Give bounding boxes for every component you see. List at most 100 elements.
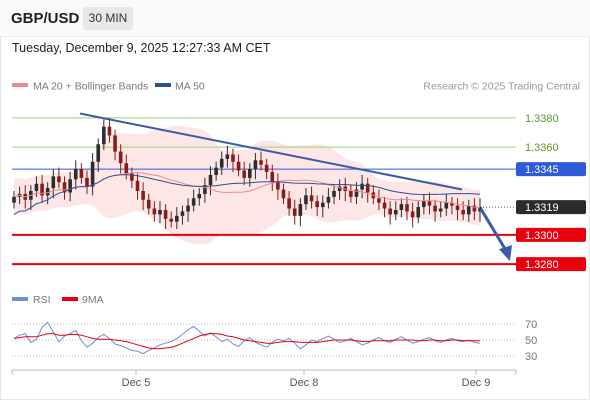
candle-body xyxy=(337,186,342,191)
candle-body xyxy=(79,169,84,178)
x-tick-label: Dec 5 xyxy=(122,377,151,389)
candle-body xyxy=(466,205,471,215)
candle-body xyxy=(248,169,252,178)
candle-body xyxy=(405,204,409,212)
candle-body xyxy=(349,191,353,197)
candle-body xyxy=(382,202,387,209)
candle-body xyxy=(264,164,269,172)
header-bar: GBP/USD 30 MIN xyxy=(0,0,590,37)
candle-body xyxy=(276,182,280,190)
candle-body xyxy=(320,202,325,208)
resistance-trendline xyxy=(79,112,463,191)
rsi-tick-70: 70 xyxy=(525,319,537,331)
candle-body xyxy=(270,172,275,183)
candle-body xyxy=(186,205,190,212)
ma20-legend-label: MA 20 + Bollinger Bands xyxy=(33,81,148,93)
candle-body xyxy=(12,196,16,203)
rsi-ma-legend-label: 9MA xyxy=(82,294,104,306)
candle-body xyxy=(365,183,370,193)
rsi-line xyxy=(13,321,481,355)
candle-body xyxy=(51,176,56,189)
ma50-legend-label: MA 50 xyxy=(175,81,205,93)
ma20-legend-swatch xyxy=(12,83,28,87)
rsi-tick-50: 50 xyxy=(525,335,537,347)
candle-body xyxy=(113,135,117,152)
candle-body xyxy=(438,208,443,212)
candle-body xyxy=(169,218,174,222)
candle-body xyxy=(478,207,482,212)
rsi-ma-legend-swatch xyxy=(62,297,78,301)
candle-body xyxy=(472,205,477,212)
candle-body xyxy=(219,158,224,168)
ma50-legend-swatch xyxy=(155,83,171,87)
candle-body xyxy=(130,173,134,181)
datetime-label: Tuesday, December 9, 2025 12:27:33 AM CE… xyxy=(12,41,271,55)
projection-arrow-shaft xyxy=(479,208,509,253)
candle-body xyxy=(332,191,336,197)
candle-body xyxy=(45,188,50,196)
candle-body xyxy=(124,163,129,174)
candle-body xyxy=(85,177,89,187)
rsi-legend-swatch xyxy=(12,297,28,301)
candle-body xyxy=(208,174,213,186)
level-label-1-3380: 1.3380 xyxy=(525,113,559,125)
level-label-1-3280: 1.3280 xyxy=(525,259,559,271)
level-tag-1-3280 xyxy=(516,257,586,272)
candle-body xyxy=(152,208,157,215)
candle-body xyxy=(377,198,381,203)
candle-body xyxy=(416,207,421,218)
candle-body xyxy=(102,126,106,145)
candle-body xyxy=(253,160,258,170)
candle-body xyxy=(360,183,364,190)
candle-body xyxy=(96,144,101,162)
candle-body xyxy=(433,205,437,212)
x-tick-label: Dec 8 xyxy=(290,377,319,389)
level-label-1-3319: 1.3319 xyxy=(525,202,559,214)
candle-body xyxy=(57,176,61,183)
rsi-legend-label: RSI xyxy=(33,294,51,306)
candle-body xyxy=(292,208,297,216)
candle-body xyxy=(197,193,202,199)
candle-body xyxy=(393,210,398,215)
candle-body xyxy=(90,161,95,187)
candle-body xyxy=(399,204,404,210)
level-tag-1-3345 xyxy=(516,162,586,177)
candle-body xyxy=(146,199,151,209)
candle-body xyxy=(354,189,359,197)
timeframe-badge[interactable]: 30 MIN xyxy=(83,7,133,30)
rsi-ma-line xyxy=(13,333,480,350)
candle-body xyxy=(427,201,432,206)
candle-body xyxy=(158,210,162,215)
candle-body xyxy=(287,198,291,209)
candle-body xyxy=(62,182,67,193)
candle-body xyxy=(304,195,308,205)
level-label-1-3360: 1.3360 xyxy=(525,142,559,154)
candle-body xyxy=(107,126,112,136)
candle-body xyxy=(410,211,415,218)
candle-body xyxy=(315,201,319,208)
level-tag-1-3300 xyxy=(516,227,586,242)
candle-body xyxy=(214,167,218,175)
level-label-1-3300: 1.3300 xyxy=(525,230,559,242)
candle-body xyxy=(236,161,241,171)
candle-body xyxy=(231,154,235,162)
level-tag-1-3319 xyxy=(516,200,586,215)
credit-label: Research © 2025 Trading Central xyxy=(423,81,580,93)
candle-body xyxy=(135,180,140,191)
symbol-title: GBP/USD xyxy=(11,10,80,27)
candle-body xyxy=(281,189,286,199)
candle-body xyxy=(259,160,263,165)
candle-body xyxy=(73,169,78,180)
candle-body xyxy=(455,205,460,210)
rsi-tick-30: 30 xyxy=(525,351,537,363)
projection-arrow-head xyxy=(499,245,512,262)
candle-body xyxy=(175,215,179,222)
candle-body xyxy=(298,204,303,216)
candle-body xyxy=(163,210,168,219)
level-label-1-3345: 1.3345 xyxy=(525,164,559,176)
candle-body xyxy=(309,195,314,202)
candle-body xyxy=(450,202,454,206)
candle-body xyxy=(34,183,39,191)
candle-body xyxy=(388,208,392,215)
